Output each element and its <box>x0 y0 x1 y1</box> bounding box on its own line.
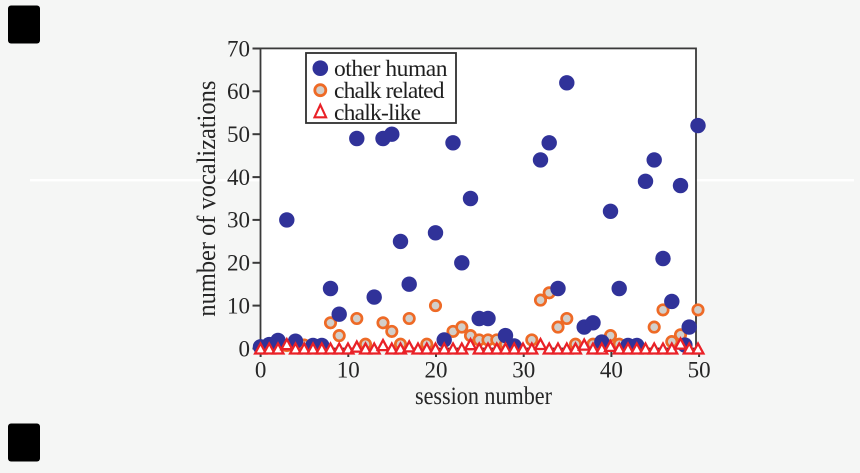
svg-text:50: 50 <box>688 358 711 383</box>
svg-text:20: 20 <box>227 251 250 276</box>
svg-text:chalk-like: chalk-like <box>334 100 421 126</box>
svg-text:10: 10 <box>227 293 250 318</box>
svg-text:session number: session number <box>415 383 553 410</box>
svg-text:0: 0 <box>239 336 251 361</box>
svg-text:50: 50 <box>227 122 250 147</box>
svg-text:40: 40 <box>600 358 623 383</box>
svg-text:other human: other human <box>334 56 448 82</box>
svg-text:30: 30 <box>227 208 250 233</box>
svg-text:0: 0 <box>255 358 267 383</box>
svg-text:30: 30 <box>512 358 535 383</box>
svg-text:number of vocalizations: number of vocalizations <box>192 81 221 317</box>
svg-text:10: 10 <box>337 358 360 383</box>
svg-text:20: 20 <box>425 358 448 383</box>
svg-text:60: 60 <box>227 79 250 104</box>
svg-text:40: 40 <box>227 165 250 190</box>
svg-text:70: 70 <box>227 36 250 61</box>
svg-text:chalk related: chalk related <box>334 78 445 104</box>
